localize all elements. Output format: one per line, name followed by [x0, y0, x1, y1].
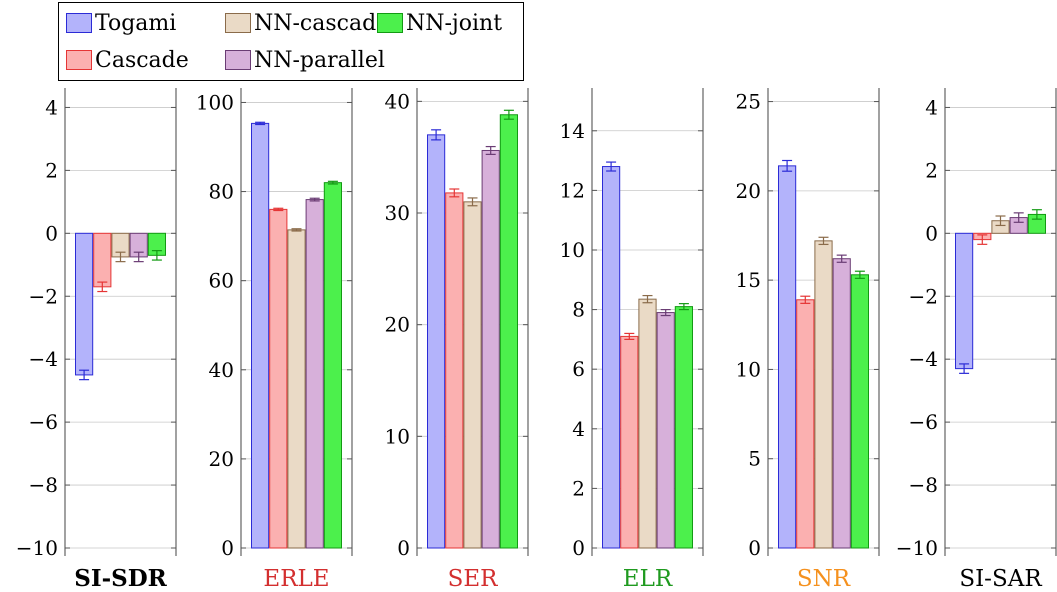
legend-swatch — [66, 13, 92, 33]
bar-nn-parallel — [656, 312, 675, 549]
y-tick-label: 2 — [925, 158, 938, 182]
bar-togami — [955, 232, 974, 370]
bar-nn-parallel — [832, 258, 851, 549]
chart-title: SER — [448, 566, 499, 592]
y-tick-label: 15 — [736, 268, 761, 292]
bar-nn-cascade — [463, 201, 482, 549]
legend-swatch — [66, 50, 92, 70]
legend-label: NN-parallel — [254, 47, 385, 73]
y-tick-label: 20 — [209, 447, 234, 471]
bar-togami — [75, 232, 94, 376]
chart-panel-ser: 0 10 20 30 40 SER — [385, 88, 529, 592]
y-tick-label: −10 — [16, 536, 58, 560]
y-tick-label: 0 — [45, 221, 58, 245]
y-tick-label: 2 — [45, 158, 58, 182]
bar-cascade — [269, 208, 288, 549]
y-tick-label: 4 — [925, 95, 938, 119]
y-tick-label: −8 — [29, 473, 58, 497]
bar-nn-joint — [323, 182, 342, 549]
y-tick-label: −4 — [909, 347, 938, 371]
bar-togami — [427, 134, 446, 549]
y-tick-label: 0 — [572, 536, 585, 560]
bar-nn-parallel — [305, 199, 324, 549]
y-tick-label: 2 — [572, 476, 585, 500]
bar-cascade — [93, 232, 112, 288]
y-tick-label: −2 — [29, 284, 58, 308]
legend-label: NN-cascade — [254, 10, 390, 36]
y-tick-label: 4 — [45, 95, 58, 119]
y-tick-label: 20 — [385, 313, 410, 337]
y-tick-label: 0 — [925, 221, 938, 245]
bar-cascade — [796, 299, 815, 549]
legend-item-nn-cascade: NN-cascade — [225, 10, 390, 36]
legend-label: Togami — [95, 10, 177, 36]
y-tick-label: −6 — [909, 410, 938, 434]
bar-nn-parallel — [481, 149, 500, 549]
chart-title: SI-SDR — [74, 565, 167, 592]
y-tick-label: 4 — [572, 417, 585, 441]
y-tick-label: 80 — [209, 180, 234, 204]
y-tick-label: 14 — [560, 119, 585, 143]
y-tick-label: 5 — [748, 447, 761, 471]
y-tick-label: 100 — [196, 90, 234, 114]
y-tick-label: 12 — [560, 178, 585, 202]
legend-swatch — [225, 13, 251, 33]
chart-panel-elr: 0 2 4 6 8 10 12 14 ELR — [560, 88, 704, 592]
y-tick-label: 10 — [385, 424, 410, 448]
bar-nn-cascade — [287, 229, 306, 549]
y-tick-label: 0 — [748, 536, 761, 560]
chart-panel-si-sar: −10 −8 −6 −4 −2 0 2 4 SI-SAR — [896, 88, 1057, 592]
bar-togami — [602, 166, 621, 549]
bar-cascade — [620, 335, 639, 549]
y-tick-label: 10 — [560, 238, 585, 262]
legend-label: NN-joint — [406, 10, 503, 36]
bar-togami — [778, 165, 797, 549]
y-tick-label: 40 — [209, 358, 234, 382]
chart-panel-erle: 0 20 40 60 80 100 ERLE — [196, 88, 353, 592]
y-tick-label: −2 — [909, 284, 938, 308]
bar-cascade — [445, 192, 464, 549]
chart-legend: Togami NN-cascade NN-joint Cascade NN-pa… — [58, 2, 524, 81]
y-tick-label: 8 — [572, 298, 585, 322]
legend-item-nn-joint: NN-joint — [377, 10, 503, 36]
y-tick-label: 60 — [209, 269, 234, 293]
y-tick-label: 0 — [397, 536, 410, 560]
chart-panel-snr: 0 5 10 15 20 25 SNR — [736, 88, 880, 592]
y-tick-label: 20 — [736, 179, 761, 203]
legend-item-cascade: Cascade — [66, 47, 189, 73]
legend-swatch — [225, 50, 251, 70]
y-tick-label: 6 — [572, 357, 585, 381]
bar-nn-cascade — [638, 298, 657, 549]
legend-label: Cascade — [95, 47, 189, 73]
bar-togami — [251, 122, 270, 549]
bar-nn-joint — [674, 306, 693, 549]
chart-panel-si-sdr: −10 −8 −6 −4 −2 0 2 4 SI-SDR — [16, 88, 177, 592]
y-tick-label: 0 — [221, 536, 234, 560]
legend-item-nn-parallel: NN-parallel — [225, 47, 385, 73]
legend-swatch — [377, 13, 403, 33]
y-tick-label: −4 — [29, 347, 58, 371]
legend-item-togami: Togami — [66, 10, 177, 36]
chart-title: ELR — [623, 566, 673, 592]
chart-title: SNR — [797, 566, 851, 592]
y-tick-label: 25 — [736, 90, 761, 114]
y-tick-label: −6 — [29, 410, 58, 434]
chart-title: SI-SAR — [959, 566, 1042, 592]
y-tick-label: −8 — [909, 473, 938, 497]
bar-nn-cascade — [814, 240, 833, 549]
bar-nn-joint — [850, 274, 869, 549]
bar-nn-joint — [499, 114, 518, 549]
y-tick-label: 10 — [736, 357, 761, 381]
y-tick-label: 40 — [385, 89, 410, 113]
y-tick-label: −10 — [896, 536, 938, 560]
chart-title: ERLE — [263, 566, 329, 592]
y-tick-label: 30 — [385, 201, 410, 225]
